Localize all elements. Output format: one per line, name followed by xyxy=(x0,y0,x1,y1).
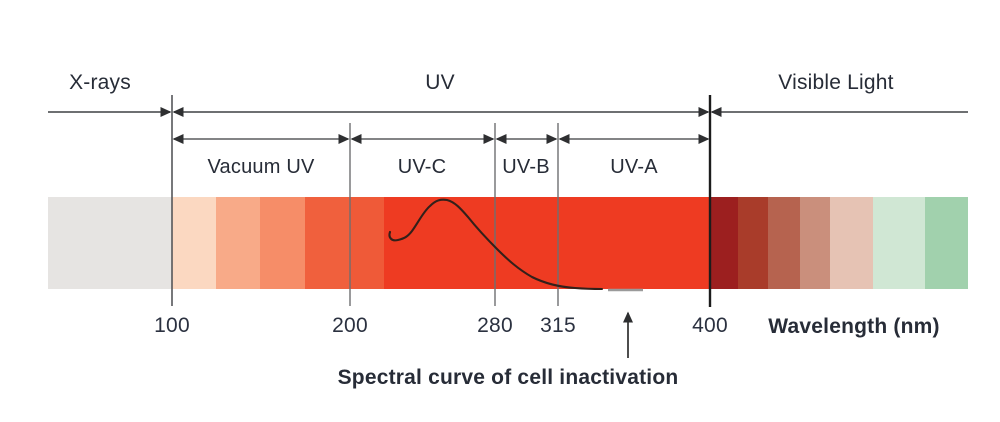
spectrum-segment-brown-rose xyxy=(768,197,800,289)
uv-c-label: UV-C xyxy=(397,156,447,178)
spectrum-segment-medium-green xyxy=(925,197,968,289)
spectrum-segment-orange-2 xyxy=(305,197,350,289)
tick-label-200: 200 xyxy=(332,314,368,337)
spectrum-segment-dusty-rose xyxy=(800,197,830,289)
spectral-curve-caption: Spectral curve of cell inactivation xyxy=(337,366,679,389)
spectrum-segment-maroon xyxy=(710,197,738,289)
uv-label: UV xyxy=(425,71,455,94)
spectrum-segment-peach-2 xyxy=(216,197,260,289)
vacuum-uv-label: Vacuum UV xyxy=(207,156,315,178)
spectrum-segment-pale-green xyxy=(873,197,925,289)
spectrum-segment-orange-1 xyxy=(260,197,305,289)
spectrum-segment-orange-3 xyxy=(350,197,384,289)
uv-b-label: UV-B xyxy=(502,156,550,178)
spectrum-segment-peach-1 xyxy=(172,197,216,289)
x-rays-label: X-rays xyxy=(69,71,131,94)
spectrum-band xyxy=(48,197,968,289)
tick-label-280: 280 xyxy=(477,314,513,337)
spectrum-segment-pale-pink xyxy=(830,197,873,289)
spectrum-segment-red-core xyxy=(384,197,710,289)
tick-label-315: 315 xyxy=(540,314,576,337)
uv-a-label: UV-A xyxy=(610,156,658,178)
visible-light-label: Visible Light xyxy=(778,71,894,94)
wavelength-unit-label: Wavelength (nm) xyxy=(768,315,940,338)
spectrum-segment-brick xyxy=(738,197,768,289)
tick-label-100: 100 xyxy=(154,314,190,337)
spectrum-segment-xray-gray xyxy=(48,197,172,289)
tick-label-400: 400 xyxy=(692,314,728,337)
